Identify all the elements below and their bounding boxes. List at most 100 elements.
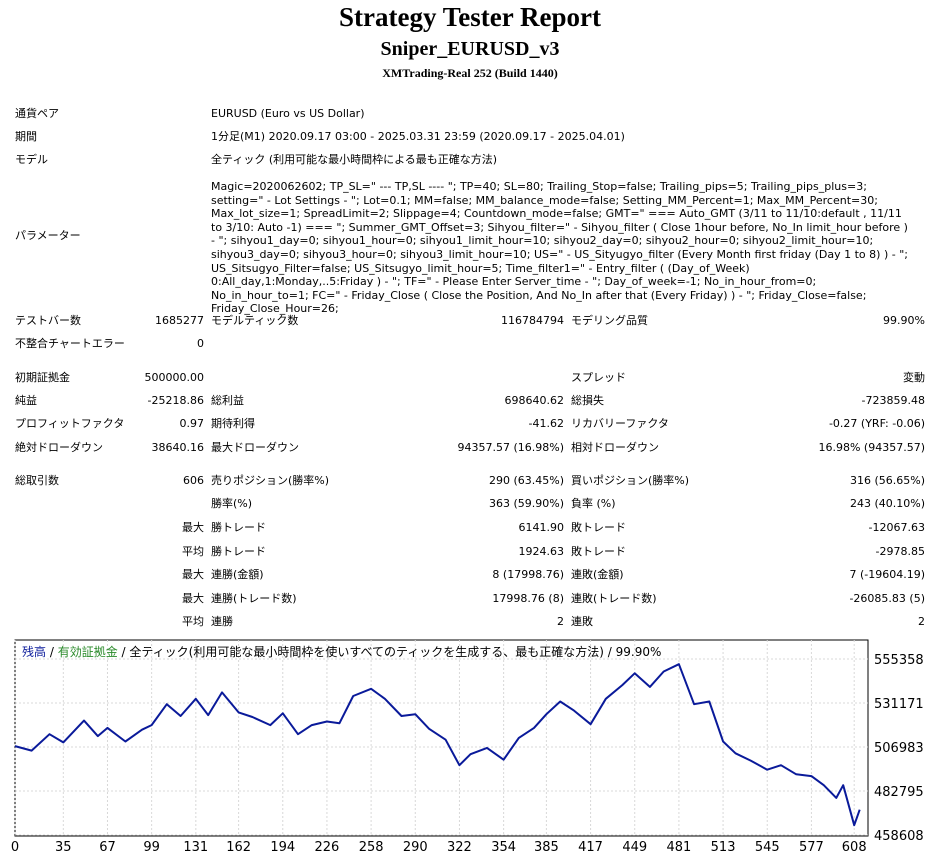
average-win-value: 1924.63: [518, 545, 565, 558]
x-tick-label: 99: [143, 840, 160, 855]
quality-label: モデリング品質: [571, 314, 648, 327]
x-tick-label: 162: [226, 840, 251, 855]
x-tick-label: 513: [711, 840, 736, 855]
expert-name: Sniper_EURUSD_v3: [380, 38, 560, 60]
consecutive-wins-trades-label: 連勝(トレード数): [211, 592, 297, 605]
long-positions-value: 316 (56.65%): [849, 474, 925, 487]
win-rate-label: 勝率(%): [211, 497, 253, 510]
spread-label: スプレッド: [571, 371, 626, 384]
average-consecutive-prefix: 平均: [182, 615, 204, 628]
x-tick-label: 577: [799, 840, 824, 855]
x-tick-label: 258: [359, 840, 384, 855]
expected-payoff-value: -41.62: [528, 417, 564, 430]
consecutive-losses-trades-value: -26085.83 (5): [849, 592, 925, 605]
average-consecutive-wins-value: 2: [557, 615, 564, 628]
profit-factor-label: プロフィットファクタ: [15, 417, 125, 430]
x-tick-label: 545: [755, 840, 780, 855]
total-trades-label: 総取引数: [15, 474, 59, 487]
y-tick-label: 555358: [874, 653, 924, 668]
relative-drawdown-label: 相対ドローダウン: [571, 441, 659, 454]
period-label: 期間: [15, 130, 37, 143]
consecutive-losses-money-value: 7 (-19604.19): [849, 568, 925, 581]
symbol-value: EURUSD (Euro vs US Dollar): [211, 107, 365, 120]
net-profit-value: -25218.86: [147, 394, 204, 407]
win-rate-value: 363 (59.90%): [488, 497, 564, 510]
x-tick-label: 354: [491, 840, 516, 855]
legend-balance: 残高: [22, 645, 47, 659]
gross-loss-label: 総損失: [571, 394, 604, 407]
absolute-drawdown-label: 絶対ドローダウン: [15, 441, 103, 454]
x-tick-label: 194: [270, 840, 295, 855]
short-positions-value: 290 (63.45%): [488, 474, 564, 487]
average-consecutive-wins-label: 連勝: [211, 615, 233, 628]
average-prefix: 平均: [182, 545, 204, 558]
gross-profit-value: 698640.62: [504, 394, 565, 407]
absolute-drawdown-value: 38640.16: [151, 441, 205, 454]
largest-prefix: 最大: [182, 521, 204, 534]
spread-value: 変動: [903, 371, 925, 384]
profit-factor-value: 0.97: [179, 417, 205, 430]
parameters-label: パラメーター: [15, 229, 81, 242]
gross-loss-value: -723859.48: [861, 394, 925, 407]
y-tick-label: 482795: [874, 785, 924, 800]
recovery-factor-value: -0.27 (YRF: -0.06): [828, 417, 925, 430]
mismatch-value: 0: [197, 337, 204, 350]
average-loss-label: 敗トレード: [571, 545, 626, 558]
loss-rate-value: 243 (40.10%): [849, 497, 925, 510]
y-tick-label: 458608: [874, 829, 924, 844]
long-positions-label: 買いポジション(勝率%): [571, 474, 690, 487]
x-tick-label: 35: [55, 840, 72, 855]
largest-loss-value: -12067.63: [868, 521, 925, 534]
loss-rate-label: 負率 (%): [571, 497, 616, 510]
x-tick-label: 0: [11, 840, 19, 855]
model-value: 全ティック (利用可能な最小時間枠による最も正確な方法): [211, 153, 498, 166]
consecutive-losses-money-label: 連敗(金額): [571, 568, 624, 581]
consecutive-wins-money-label: 連勝(金額): [211, 568, 264, 581]
chart-legend: 残高 / 有効証拠金 / 全ティック(利用可能な最小時間枠を使いすべてのティック…: [22, 645, 661, 659]
gross-profit-label: 総利益: [211, 394, 244, 407]
consecutive-wins-trades-value: 17998.76 (8): [492, 592, 564, 605]
total-trades-value: 606: [183, 474, 204, 487]
quality-value: 99.90%: [883, 314, 925, 327]
bars-value: 1685277: [155, 314, 204, 327]
balance-line: [14, 663, 861, 827]
ticks-label: モデルティック数: [211, 314, 299, 327]
bars-label: テストバー数: [15, 314, 81, 327]
legend-equity: 有効証拠金: [57, 645, 118, 659]
maximal-drawdown-value: 94357.57 (16.98%): [457, 441, 564, 454]
x-tick-label: 322: [447, 840, 472, 855]
report-title: Strategy Tester Report: [339, 2, 601, 32]
y-tick-label: 506983: [874, 741, 924, 756]
legend-model: 全ティック(利用可能な最小時間枠を使いすべてのティックを生成する、最も正確な方法…: [129, 645, 662, 659]
net-profit-label: 純益: [15, 394, 37, 407]
x-tick-label: 608: [842, 840, 867, 855]
expected-payoff-label: 期待利得: [211, 417, 255, 430]
legend-separator: /: [117, 645, 130, 659]
deposit-label: 初期証拠金: [15, 371, 70, 384]
consecutive-wins-money-value: 8 (17998.76): [492, 568, 564, 581]
model-label: モデル: [15, 153, 48, 166]
x-tick-label: 67: [99, 840, 116, 855]
server-build: XMTrading-Real 252 (Build 1440): [382, 66, 558, 80]
y-tick-label: 531171: [874, 697, 924, 712]
x-tick-label: 481: [666, 840, 691, 855]
average-consecutive-losses-label: 連敗: [571, 615, 593, 628]
legend-separator: /: [46, 645, 58, 659]
largest-win-value: 6141.90: [518, 521, 565, 534]
x-tick-label: 449: [622, 840, 647, 855]
relative-drawdown-value: 16.98% (94357.57): [818, 441, 925, 454]
average-win-label: 勝トレード: [211, 545, 266, 558]
symbol-label: 通貨ペア: [15, 107, 59, 120]
mismatch-label: 不整合チャートエラー: [15, 337, 125, 350]
consecutive-losses-trades-label: 連敗(トレード数): [571, 592, 657, 605]
deposit-value: 500000.00: [144, 371, 205, 384]
recovery-factor-label: リカバリーファクタ: [571, 417, 669, 430]
largest-win-label: 勝トレード: [211, 521, 266, 534]
x-tick-label: 385: [534, 840, 559, 855]
x-tick-label: 290: [403, 840, 428, 855]
x-tick-label: 417: [578, 840, 603, 855]
average-consecutive-losses-value: 2: [918, 615, 925, 628]
maximum-prefix: 最大: [182, 568, 204, 581]
x-tick-label: 226: [315, 840, 340, 855]
largest-loss-label: 敗トレード: [571, 521, 626, 534]
